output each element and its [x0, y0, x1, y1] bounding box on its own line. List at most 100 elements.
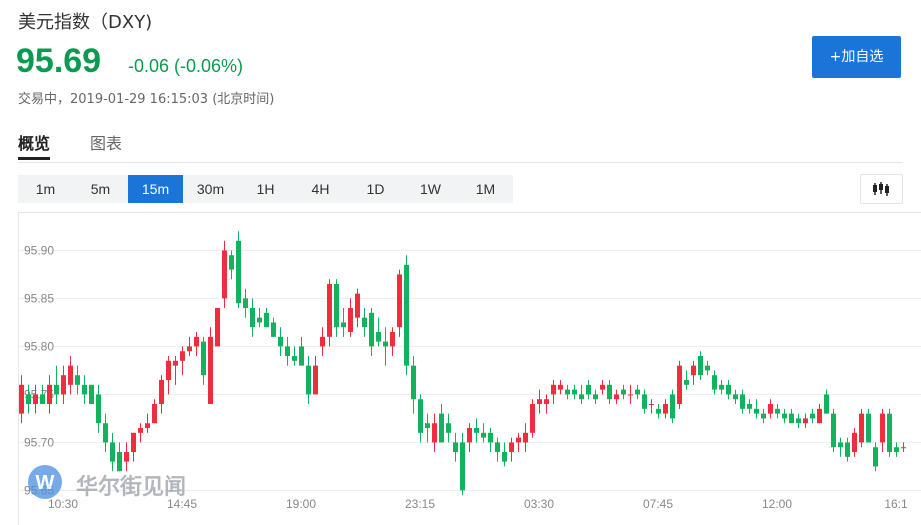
candle-body	[159, 380, 164, 405]
candle-body	[180, 351, 185, 361]
candle-body	[110, 442, 115, 462]
x-tick-label: 19:00	[286, 497, 316, 511]
candle-body	[607, 384, 612, 400]
candle-body	[341, 322, 346, 328]
candle-body	[152, 404, 157, 424]
candle-body	[397, 274, 402, 328]
candle-body	[754, 408, 759, 414]
candle-body	[642, 394, 647, 409]
candle-body	[166, 360, 171, 381]
trading-status: 交易中，2019-01-29 16:15:03 (北京时间)	[18, 92, 275, 107]
period-button[interactable]: 1D	[366, 181, 385, 197]
candle-body	[586, 384, 591, 395]
period-button[interactable]: 1W	[420, 181, 441, 197]
x-tick-label: 16:1	[884, 497, 908, 511]
candle-icon	[873, 182, 889, 196]
candle-body	[26, 394, 31, 405]
candle-body	[810, 413, 815, 419]
candle-body	[187, 346, 192, 352]
candle-body	[47, 384, 52, 405]
candle-body	[719, 384, 724, 390]
candle-body	[404, 264, 409, 366]
candle-body	[789, 413, 794, 424]
candle-body	[173, 360, 178, 366]
candle-body	[467, 428, 472, 443]
candle-body	[859, 413, 864, 443]
candle-body	[572, 389, 577, 395]
candle-body	[628, 394, 633, 396]
candle-body	[684, 380, 689, 385]
candle-body	[418, 399, 423, 433]
candle-body	[215, 308, 220, 347]
candle-body	[460, 442, 465, 491]
candle-body	[194, 336, 199, 347]
period-button[interactable]: 1m	[35, 181, 56, 197]
candle-body	[845, 442, 850, 457]
candle-body	[257, 317, 262, 323]
y-tick-label: 95.75	[24, 387, 54, 401]
tab[interactable]: 图表	[90, 134, 123, 153]
candle-body	[691, 365, 696, 376]
period-button[interactable]: 1M	[475, 181, 496, 197]
candle-body	[747, 404, 752, 409]
candle-body	[579, 394, 584, 400]
candle-body	[264, 312, 269, 328]
watermark-text: 华尔街见闻	[76, 474, 186, 500]
candle-body	[278, 336, 283, 347]
candle-body	[873, 447, 878, 467]
period-button[interactable]: 4H	[311, 181, 330, 197]
candle-body	[621, 389, 626, 395]
candle-body	[96, 394, 101, 424]
candle-body	[880, 413, 885, 443]
candle-body	[509, 442, 514, 453]
candle-body	[887, 413, 892, 453]
period-button[interactable]: 5m	[90, 181, 111, 197]
candle-body	[838, 442, 843, 448]
candle-body	[803, 418, 808, 424]
candle-body	[348, 308, 353, 333]
candle-body	[75, 375, 80, 385]
candle-body	[852, 432, 857, 453]
candle-body	[705, 365, 710, 371]
candle-body	[117, 452, 122, 472]
candle-body	[782, 413, 787, 419]
candle-body	[537, 399, 542, 405]
candle-body	[89, 384, 94, 405]
candle-body	[481, 432, 486, 438]
candle-body	[824, 394, 829, 414]
period-button[interactable]: 15m	[128, 175, 183, 203]
candle-body	[138, 428, 143, 433]
x-tick-label: 03:30	[524, 497, 554, 511]
candlestick-chart: 95.9095.8595.8095.7595.7095.6510:3014:45…	[18, 212, 921, 525]
price: 95.69	[16, 42, 102, 80]
period-button[interactable]: 30m	[196, 181, 225, 197]
candle-body	[761, 413, 766, 419]
candle-body	[663, 404, 668, 414]
y-tick-label: 95.70	[24, 435, 54, 449]
candle-body	[488, 432, 493, 443]
candle-body	[376, 332, 381, 342]
candle-body	[593, 394, 598, 400]
candle-body	[502, 452, 507, 462]
candle-body	[313, 365, 318, 395]
candle-body	[250, 308, 255, 328]
tab[interactable]: 概览	[18, 130, 51, 160]
candle-body	[796, 418, 801, 424]
period-button[interactable]: 1H	[256, 181, 275, 197]
candle-body	[817, 408, 822, 424]
candle-body	[271, 322, 276, 337]
tab-bar: 概览 图表	[18, 128, 903, 163]
candle-body	[222, 250, 227, 299]
candle-body	[390, 332, 395, 347]
candle-body	[530, 404, 535, 433]
candle-body	[334, 284, 339, 328]
candle-body	[516, 437, 521, 443]
candle-body	[355, 293, 360, 318]
candle-body	[61, 375, 66, 395]
candle-body	[894, 447, 899, 453]
title: 美元指数（DXY)	[18, 12, 153, 33]
x-tick-label: 07:45	[643, 497, 673, 511]
chart-type-button[interactable]	[860, 174, 903, 204]
add-watchlist-button[interactable]: +加自选	[812, 36, 901, 78]
candle-body	[68, 365, 73, 385]
